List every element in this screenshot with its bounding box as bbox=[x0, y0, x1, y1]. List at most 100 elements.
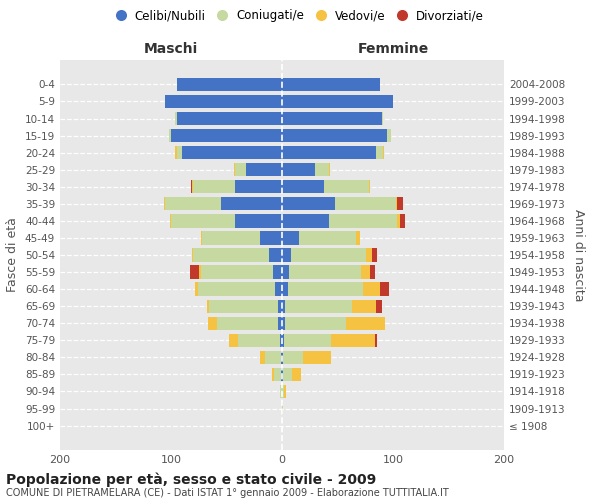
Bar bbox=[282, 334, 284, 347]
Bar bbox=[375, 334, 377, 347]
Bar bbox=[238, 334, 280, 347]
Bar bbox=[282, 300, 286, 313]
Bar bbox=[175, 112, 176, 125]
Bar bbox=[292, 368, 301, 381]
Text: Maschi: Maschi bbox=[144, 42, 198, 56]
Bar bbox=[202, 232, 260, 244]
Y-axis label: Anni di nascita: Anni di nascita bbox=[572, 209, 585, 301]
Bar bbox=[370, 266, 375, 278]
Bar bbox=[382, 112, 383, 125]
Bar bbox=[274, 368, 281, 381]
Bar bbox=[331, 334, 375, 347]
Bar bbox=[287, 282, 363, 296]
Bar bbox=[201, 266, 273, 278]
Bar bbox=[171, 129, 282, 142]
Bar bbox=[316, 163, 329, 176]
Bar bbox=[164, 197, 166, 210]
Bar bbox=[199, 266, 201, 278]
Bar bbox=[260, 232, 282, 244]
Bar bbox=[169, 129, 171, 142]
Bar bbox=[361, 266, 370, 278]
Bar bbox=[400, 214, 405, 228]
Text: COMUNE DI PIETRAMELARA (CE) - Dati ISTAT 1° gennaio 2009 - Elaborazione TUTTITAL: COMUNE DI PIETRAMELARA (CE) - Dati ISTAT… bbox=[6, 488, 449, 498]
Bar bbox=[272, 368, 274, 381]
Bar bbox=[201, 232, 202, 244]
Bar bbox=[282, 350, 283, 364]
Bar bbox=[221, 197, 282, 210]
Bar bbox=[291, 248, 367, 262]
Bar bbox=[282, 368, 283, 381]
Bar bbox=[192, 248, 193, 262]
Bar bbox=[209, 300, 278, 313]
Bar bbox=[265, 350, 281, 364]
Bar bbox=[299, 232, 356, 244]
Bar bbox=[397, 214, 400, 228]
Bar bbox=[166, 95, 282, 108]
Bar bbox=[273, 266, 282, 278]
Bar bbox=[376, 300, 382, 313]
Bar bbox=[352, 300, 376, 313]
Bar bbox=[286, 300, 352, 313]
Bar bbox=[175, 146, 176, 160]
Bar bbox=[280, 385, 282, 398]
Bar bbox=[286, 316, 346, 330]
Bar bbox=[235, 180, 282, 194]
Bar bbox=[192, 180, 193, 194]
Bar bbox=[282, 146, 376, 160]
Bar bbox=[235, 214, 282, 228]
Y-axis label: Fasce di età: Fasce di età bbox=[7, 218, 19, 292]
Bar bbox=[283, 368, 292, 381]
Bar bbox=[303, 350, 331, 364]
Bar bbox=[282, 78, 380, 91]
Bar bbox=[282, 214, 329, 228]
Bar bbox=[190, 266, 199, 278]
Bar bbox=[368, 180, 370, 194]
Bar bbox=[176, 146, 182, 160]
Bar bbox=[166, 197, 221, 210]
Bar bbox=[170, 214, 171, 228]
Bar bbox=[376, 146, 383, 160]
Bar bbox=[282, 385, 284, 398]
Bar bbox=[289, 266, 361, 278]
Bar bbox=[282, 180, 324, 194]
Bar bbox=[282, 402, 283, 415]
Bar bbox=[284, 385, 286, 398]
Bar bbox=[282, 129, 388, 142]
Bar bbox=[282, 95, 393, 108]
Text: Femmine: Femmine bbox=[358, 42, 428, 56]
Bar bbox=[196, 282, 197, 296]
Bar bbox=[383, 146, 384, 160]
Bar bbox=[235, 163, 247, 176]
Bar bbox=[380, 282, 389, 296]
Bar bbox=[281, 368, 282, 381]
Bar bbox=[247, 163, 282, 176]
Bar bbox=[208, 316, 217, 330]
Bar bbox=[282, 232, 299, 244]
Bar bbox=[282, 248, 291, 262]
Bar bbox=[329, 214, 397, 228]
Bar bbox=[193, 248, 269, 262]
Bar bbox=[278, 316, 282, 330]
Bar bbox=[283, 350, 303, 364]
Bar bbox=[191, 180, 192, 194]
Bar bbox=[176, 78, 282, 91]
Text: Popolazione per età, sesso e stato civile - 2009: Popolazione per età, sesso e stato civil… bbox=[6, 472, 376, 487]
Bar bbox=[329, 163, 330, 176]
Bar bbox=[346, 316, 385, 330]
Bar bbox=[282, 266, 289, 278]
Bar bbox=[282, 112, 382, 125]
Bar bbox=[229, 334, 238, 347]
Bar bbox=[176, 112, 282, 125]
Bar bbox=[275, 282, 282, 296]
Bar bbox=[282, 163, 316, 176]
Bar bbox=[182, 146, 282, 160]
Bar bbox=[281, 350, 282, 364]
Bar bbox=[234, 163, 235, 176]
Bar bbox=[367, 248, 372, 262]
Bar bbox=[193, 180, 235, 194]
Bar bbox=[363, 282, 380, 296]
Bar bbox=[260, 350, 265, 364]
Bar bbox=[284, 334, 331, 347]
Bar bbox=[356, 232, 360, 244]
Bar bbox=[335, 197, 397, 210]
